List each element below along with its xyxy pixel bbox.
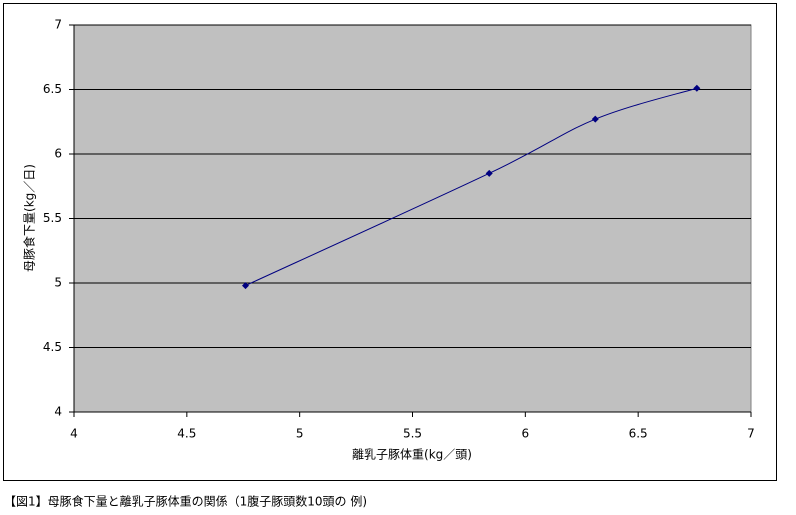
x-tick-label: 6.5 <box>629 427 648 441</box>
point-marker <box>242 282 250 290</box>
point-marker <box>591 115 599 123</box>
y-axis-label: 母豚食下量(kg／日) <box>22 164 37 272</box>
y-tick-label: 4 <box>54 405 62 419</box>
y-tick-label: 6.5 <box>43 82 62 96</box>
x-tick-label: 6 <box>522 427 530 441</box>
y-tick-label: 6 <box>54 147 62 161</box>
caption: 【図1】母豚食下量と離乳子豚体重の関係（1腹子豚頭数10頭の 例) <box>4 494 367 509</box>
x-tick-label: 5.5 <box>403 427 422 441</box>
x-tick-label: 7 <box>747 427 755 441</box>
y-tick-label: 5 <box>54 276 62 290</box>
series-line <box>245 87 697 287</box>
x-tick-label: 5 <box>296 427 304 441</box>
y-tick-label: 4.5 <box>43 340 62 354</box>
y-tick-label: 5.5 <box>43 211 62 225</box>
point-marker <box>485 169 493 177</box>
x-tick-label: 4.5 <box>177 427 196 441</box>
x-tick-label: 4 <box>70 427 78 441</box>
point-marker <box>693 84 701 92</box>
y-tick-label: 7 <box>54 18 62 32</box>
x-axis-label: 離乳子豚体重(kg／頭) <box>352 448 472 462</box>
